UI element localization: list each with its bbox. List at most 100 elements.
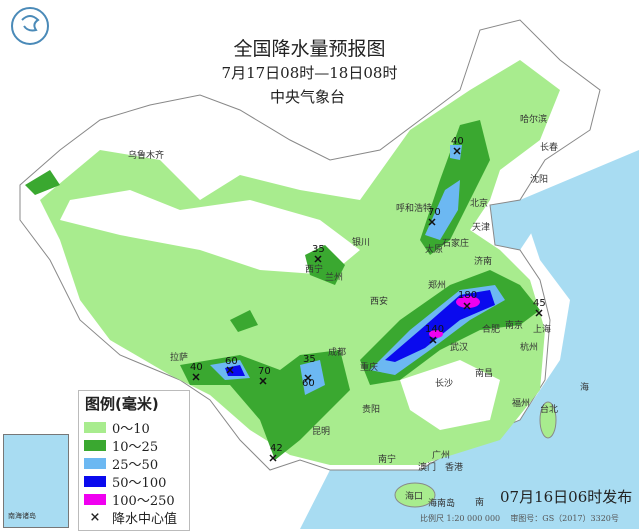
center-value: 40 <box>190 362 203 373</box>
legend-swatch <box>84 475 106 487</box>
center-value: 45 <box>533 298 546 309</box>
legend-title: 图例(毫米) <box>85 395 159 413</box>
bohai-sea <box>490 200 540 250</box>
issue-time: 07月16日06时发布 <box>500 488 633 506</box>
legend: 图例(毫米) 0～10 10～25 25～50 50～100 100～250 ×… <box>78 390 190 531</box>
city-label: 澳门 <box>418 463 437 473</box>
legend-label: 25～50 <box>112 457 159 473</box>
city-label: 长春 <box>540 143 559 153</box>
city-label: 乌鲁木齐 <box>128 151 165 161</box>
rain-50-100 <box>225 365 245 376</box>
legend-label: 降水中心值 <box>112 511 178 527</box>
center-value: 180 <box>458 290 478 301</box>
legend-item: 50～100 <box>84 472 189 491</box>
dry-area-northwest <box>60 190 360 275</box>
legend-item: 0～10 <box>84 418 189 437</box>
city-label: 南京 <box>505 321 524 331</box>
legend-swatch <box>84 457 106 469</box>
rain-10-25 <box>25 170 60 195</box>
center-marker <box>314 255 322 263</box>
center-marker <box>429 336 437 344</box>
city-label: 兰州 <box>325 273 344 283</box>
city-label: 长沙 <box>435 379 454 389</box>
center-value: 35 <box>303 354 316 365</box>
city-label: 杭州 <box>520 343 539 353</box>
center-marker <box>463 302 471 310</box>
city-label: 海口 <box>405 492 424 502</box>
city-label: 上海 <box>533 325 552 335</box>
center-marker <box>304 374 312 382</box>
rain-25-50 <box>425 180 460 240</box>
city-label: 石家庄 <box>442 239 470 249</box>
legend-label: 10～25 <box>112 439 159 455</box>
city-label: 西宁 <box>305 265 324 275</box>
city-label: 天津 <box>472 223 491 233</box>
cross-icon: × <box>89 509 101 525</box>
city-label: 贵阳 <box>362 405 381 415</box>
center-value: 70 <box>258 366 271 377</box>
city-label: 成都 <box>328 348 347 358</box>
center-value: 60 <box>302 378 315 389</box>
center-marker <box>259 377 267 385</box>
taiwan-island <box>539 401 557 439</box>
map-scale: 比例尺 1:20 000 000 审图号：GS（2017）3320号 <box>420 513 619 524</box>
cma-logo <box>11 7 49 45</box>
forecast-period: 7月17日08时—18日08时 <box>221 64 398 82</box>
legend-swatch <box>84 421 106 433</box>
center-value: 35 <box>312 244 325 255</box>
city-label: 香港 <box>445 463 464 473</box>
city-label: 福州 <box>512 399 531 409</box>
agency-name: 中央气象台 <box>269 88 345 106</box>
city-label: 哈尔滨 <box>520 115 548 125</box>
rain-50-100 <box>385 290 495 362</box>
city-label: 太原 <box>425 245 444 255</box>
city-label: 南昌 <box>475 369 494 379</box>
city-label: 拉萨 <box>170 353 189 363</box>
city-label: 台北 <box>540 405 559 415</box>
city-label: 北京 <box>470 199 489 209</box>
center-value: 40 <box>451 136 464 147</box>
city-label: 郑州 <box>428 281 447 291</box>
dry-area-south <box>400 360 500 430</box>
center-value: 140 <box>425 324 445 335</box>
city-label: 武汉 <box>450 343 469 353</box>
center-marker <box>269 454 277 462</box>
city-label: 济南 <box>474 257 493 267</box>
rain-25-50 <box>300 360 325 395</box>
center-marker <box>535 309 543 317</box>
legend-label: 100～250 <box>112 493 175 509</box>
legend-label: 50～100 <box>112 475 167 491</box>
city-label: 南宁 <box>378 455 397 465</box>
legend-item: × 降水中心值 <box>84 508 189 527</box>
city-label: 沈阳 <box>530 175 549 185</box>
city-label: 合肥 <box>482 325 501 335</box>
rain-100-250 <box>456 296 480 308</box>
legend-swatch <box>84 439 106 451</box>
hainan-island <box>394 482 436 508</box>
city-label: 重庆 <box>360 363 379 373</box>
legend-item: 10～25 <box>84 436 189 455</box>
sea-label: 南 <box>475 498 485 508</box>
legend-item: 25～50 <box>84 454 189 473</box>
rain-100-250 <box>429 330 443 338</box>
center-marker <box>226 366 234 374</box>
city-label: 西安 <box>370 297 389 307</box>
map-title: 全国降水量预报图 <box>233 38 386 60</box>
city-label: 昆明 <box>312 427 331 437</box>
rain-10-25 <box>230 310 258 332</box>
precip-center-markers <box>192 147 543 462</box>
center-marker <box>453 147 461 155</box>
scale-text: 比例尺 1:20 000 000 <box>420 514 501 523</box>
legend-swatch <box>84 493 106 505</box>
center-value: 60 <box>225 356 238 367</box>
city-label: 呼和浩特 <box>396 204 433 214</box>
center-value: 42 <box>270 443 283 454</box>
inset-label: 南海诸岛 <box>8 512 36 520</box>
city-label: 银川 <box>352 238 371 248</box>
center-marker <box>192 373 200 381</box>
sea-label: 海 <box>580 383 590 393</box>
south-china-sea-inset: 南海诸岛 <box>3 434 69 528</box>
center-value: 70 <box>428 207 441 218</box>
rain-10-25 <box>305 245 345 285</box>
